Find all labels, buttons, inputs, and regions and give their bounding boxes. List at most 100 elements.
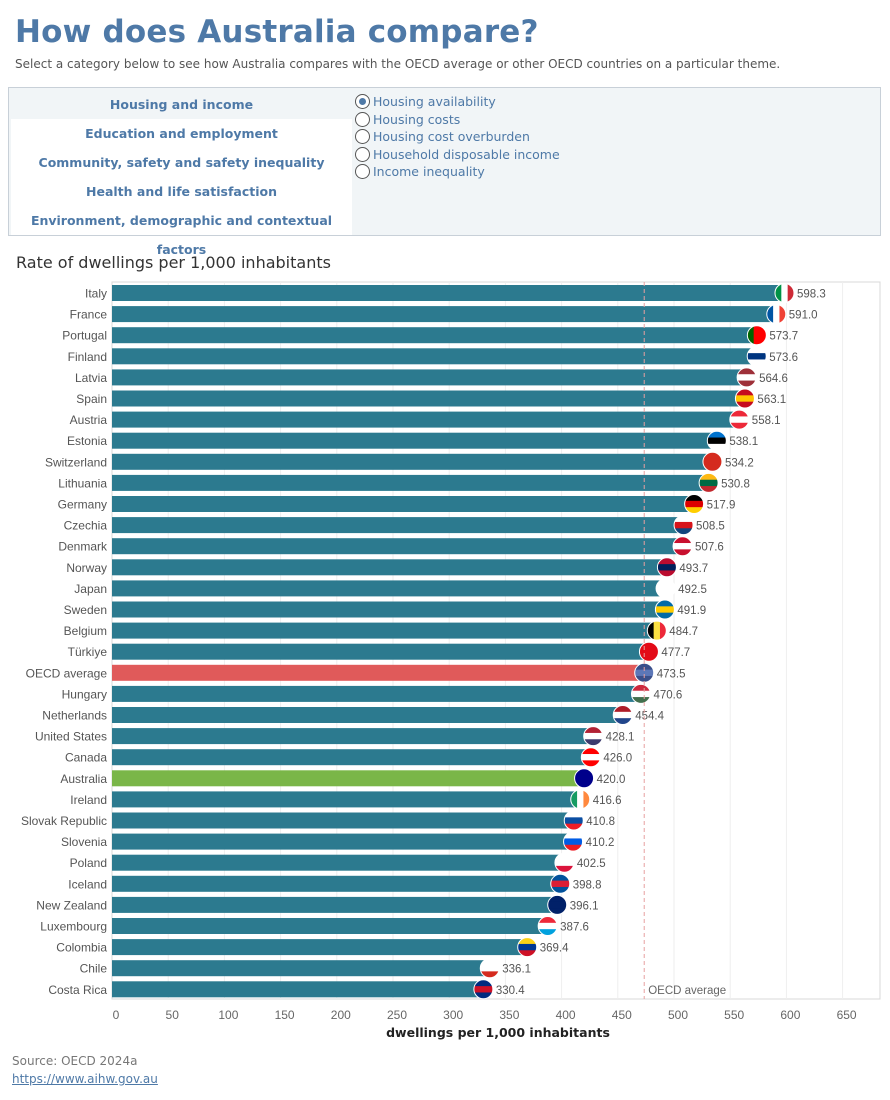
flag-outline: [746, 346, 767, 367]
bar[interactable]: [112, 918, 548, 934]
bar[interactable]: [112, 791, 581, 808]
iceland-flag-icon: [550, 874, 570, 894]
category-label: New Zealand: [36, 898, 107, 912]
source-note: Source: OECD 2024a: [12, 1054, 138, 1068]
reference-line-label: OECD average: [648, 985, 726, 997]
category-label: Germany: [58, 498, 107, 512]
radio-button[interactable]: [355, 129, 370, 145]
bar[interactable]: [112, 348, 757, 365]
bar[interactable]: [112, 580, 666, 597]
radio-button[interactable]: [355, 164, 370, 180]
bar[interactable]: [112, 559, 667, 576]
value-label: 330.4: [496, 985, 525, 997]
category-label: Iceland: [68, 877, 107, 891]
value-label: 420.0: [597, 774, 626, 786]
luxembourg-flag-icon: [538, 916, 558, 936]
value-label: 398.8: [573, 879, 602, 891]
x-tick-label: 400: [556, 1008, 576, 1022]
bar[interactable]: [112, 622, 657, 639]
x-tick-label: 350: [499, 1008, 519, 1022]
source-link[interactable]: https://www.aihw.gov.au: [12, 1072, 158, 1086]
category-label: Portugal: [62, 329, 107, 343]
value-label: 530.8: [721, 478, 750, 490]
bar[interactable]: [112, 601, 665, 618]
bar[interactable]: [112, 411, 740, 428]
bar[interactable]: [112, 981, 484, 998]
flag-outline: [473, 979, 494, 1000]
radio-housing-costs[interactable]: Housing costs: [355, 111, 560, 129]
category-community-safety[interactable]: Community, safety and safety inequality: [11, 148, 352, 177]
flag-outline: [729, 409, 750, 430]
bar[interactable]: [112, 390, 745, 407]
category-label: Austria: [70, 413, 108, 427]
bar[interactable]: [112, 728, 594, 745]
flag-outline: [570, 789, 591, 810]
bar[interactable]: [112, 643, 649, 660]
value-label: 416.6: [593, 795, 622, 807]
bar[interactable]: [112, 474, 709, 491]
category-education-and-employment[interactable]: Education and employment: [11, 119, 352, 148]
colombia-flag-icon: [517, 937, 537, 957]
bar[interactable]: [112, 749, 591, 766]
bar[interactable]: [112, 833, 574, 850]
bar[interactable]: [112, 896, 558, 913]
bar[interactable]: [112, 854, 565, 871]
costa-rica-flag-icon: [473, 979, 493, 999]
value-label: 598.3: [797, 289, 826, 301]
germany-flag-icon: [684, 494, 704, 514]
bar[interactable]: [112, 770, 585, 787]
radio-income-inequality[interactable]: Income inequality: [355, 163, 560, 181]
flag-outline: [580, 747, 601, 768]
measure-radio-group: Housing availability Housing costs Housi…: [355, 93, 560, 181]
bar[interactable]: [112, 960, 490, 977]
radio-button-checked[interactable]: [355, 94, 370, 110]
bar[interactable]: [112, 812, 574, 829]
bar[interactable]: [112, 517, 684, 534]
bar[interactable]: [112, 664, 645, 681]
bar[interactable]: [112, 432, 717, 449]
value-label: 573.6: [769, 352, 798, 364]
bar[interactable]: [112, 939, 528, 956]
category-selector-panel: Housing and income Education and employm…: [8, 87, 881, 257]
flag-outline: [734, 388, 755, 409]
flag-outline: [554, 852, 575, 873]
flag-outline: [563, 810, 584, 831]
hungary-flag-icon: [631, 684, 651, 704]
japan-flag-icon: [656, 578, 676, 598]
radio-label: Housing availability: [373, 94, 496, 110]
slovak-republic-flag-icon: [564, 811, 584, 830]
bar[interactable]: [112, 538, 683, 555]
category-label: Finland: [68, 350, 107, 364]
bar[interactable]: [112, 285, 785, 301]
flag-outline: [630, 683, 651, 704]
category-label: Denmark: [58, 540, 108, 554]
lithuania-flag-icon: [699, 473, 719, 493]
value-label: 573.7: [769, 331, 798, 343]
category-housing-and-income[interactable]: Housing and income: [11, 90, 352, 119]
radio-housing-cost-overburden[interactable]: Housing cost overburden: [355, 128, 560, 146]
flag-outline: [612, 705, 633, 725]
bar[interactable]: [112, 496, 695, 512]
bar[interactable]: [112, 327, 757, 344]
radio-household-disposable-income[interactable]: Household disposable income: [355, 146, 560, 164]
bar[interactable]: [112, 369, 747, 386]
category-health-and-life-satisfaction[interactable]: Health and life satisfaction: [11, 177, 352, 206]
value-label: 369.4: [540, 943, 569, 955]
x-tick-label: 100: [218, 1008, 238, 1022]
flag-outline: [563, 831, 584, 852]
bar[interactable]: [112, 685, 641, 702]
bar[interactable]: [112, 707, 623, 723]
bar[interactable]: [112, 875, 561, 892]
slovenia-flag-icon: [563, 832, 583, 852]
austria-flag-icon: [729, 410, 749, 430]
radio-button[interactable]: [355, 146, 370, 162]
bar[interactable]: [112, 306, 777, 323]
category-environment-demographic[interactable]: Environment, demographic and contextual …: [11, 206, 352, 257]
category-label: Switzerland: [45, 455, 107, 469]
bar[interactable]: [112, 453, 713, 470]
radio-housing-availability[interactable]: Housing availability: [355, 93, 560, 111]
value-label: 564.6: [759, 373, 788, 385]
value-label: 477.7: [661, 647, 690, 659]
category-label: Belgium: [64, 624, 107, 638]
radio-button[interactable]: [355, 111, 370, 127]
